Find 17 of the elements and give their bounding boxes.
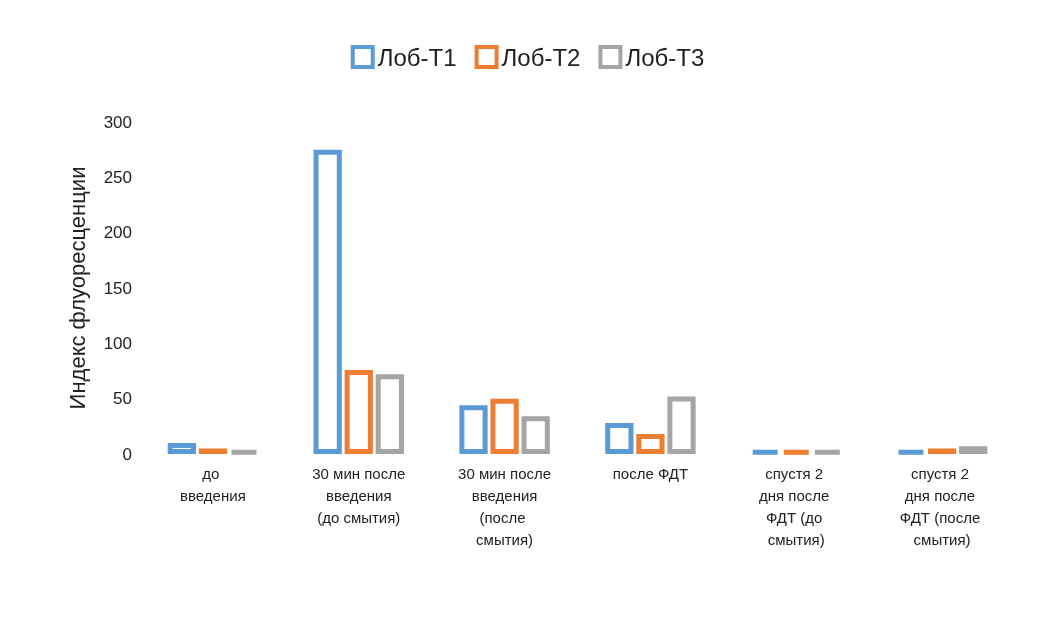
x-tick-label: спустя 2 дня после ФДТ (после смытия) bbox=[899, 464, 985, 548]
y-tick-label: 100 bbox=[103, 333, 132, 353]
legend-label: Лоб-Т2 bbox=[501, 43, 581, 71]
y-tick-label: 50 bbox=[113, 389, 132, 409]
x-tick-label: спустя 2 дня после ФДТ (до смытия) bbox=[758, 464, 834, 548]
legend-label: Лоб-Т3 bbox=[625, 43, 705, 71]
y-axis-title: Индекс флуоресценции bbox=[64, 166, 90, 410]
legend-label: Лоб-Т1 bbox=[377, 43, 457, 71]
y-tick-label: 150 bbox=[103, 278, 132, 298]
x-tick-label: 30 мин после введения (до смытия) bbox=[312, 464, 406, 526]
x-tick-label: после ФДТ bbox=[612, 464, 689, 482]
x-tick-label: до введения bbox=[180, 464, 246, 504]
y-tick-label: 200 bbox=[103, 223, 132, 243]
y-tick-label: 250 bbox=[103, 167, 132, 187]
x-tick-label: 30 мин после введения (после смытия) bbox=[458, 464, 552, 548]
y-tick-label: 300 bbox=[103, 112, 132, 132]
y-tick-label: 0 bbox=[122, 444, 132, 464]
